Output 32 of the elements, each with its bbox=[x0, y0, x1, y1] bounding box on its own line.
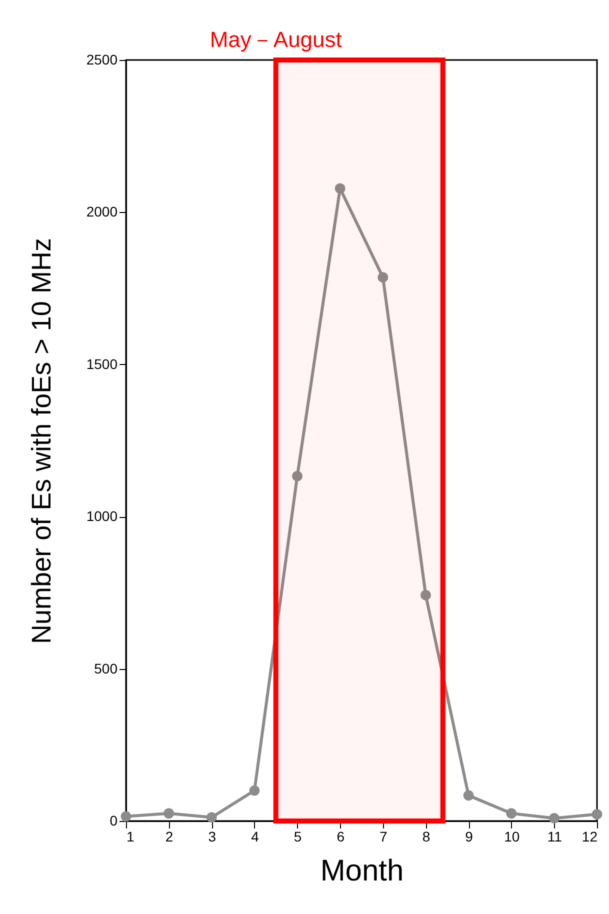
point bbox=[548, 813, 560, 824]
point bbox=[463, 790, 474, 801]
x-axis-title: Month bbox=[320, 854, 404, 888]
x-tick-label: 3 bbox=[208, 828, 216, 844]
y-tick-label: 1500 bbox=[86, 356, 118, 372]
y-tick-label: 2500 bbox=[86, 52, 118, 68]
x-tick-label: 2 bbox=[165, 828, 174, 844]
point bbox=[378, 272, 388, 283]
x-tick-label: 6 bbox=[336, 828, 345, 844]
x-tick-label: 8 bbox=[422, 828, 430, 844]
x-tick-label: 12 bbox=[582, 828, 598, 844]
x-tick-label: 4 bbox=[251, 828, 260, 844]
point bbox=[592, 809, 602, 820]
point bbox=[292, 470, 303, 482]
x-tick-label: 11 bbox=[547, 828, 562, 844]
y-tick-label: 2000 bbox=[86, 204, 118, 220]
point bbox=[249, 785, 260, 796]
point bbox=[506, 808, 517, 819]
x-tick-label: 10 bbox=[504, 828, 520, 844]
point bbox=[206, 812, 217, 823]
x-tick-label: 5 bbox=[294, 828, 302, 844]
point bbox=[420, 590, 431, 600]
y-tick-label: 0 bbox=[110, 812, 118, 828]
point bbox=[334, 183, 346, 194]
band-label: May－August bbox=[210, 27, 342, 52]
y-axis-title: Number of Es with foEs > 10 MHz bbox=[26, 238, 56, 644]
x-tick-label: 1 bbox=[126, 828, 134, 844]
y-tick-label: 1000 bbox=[86, 508, 118, 524]
x-tick-label: 7 bbox=[380, 828, 388, 844]
x-tick-label: 9 bbox=[465, 828, 474, 844]
y-tick-label: 500 bbox=[94, 660, 118, 676]
point bbox=[164, 808, 174, 819]
